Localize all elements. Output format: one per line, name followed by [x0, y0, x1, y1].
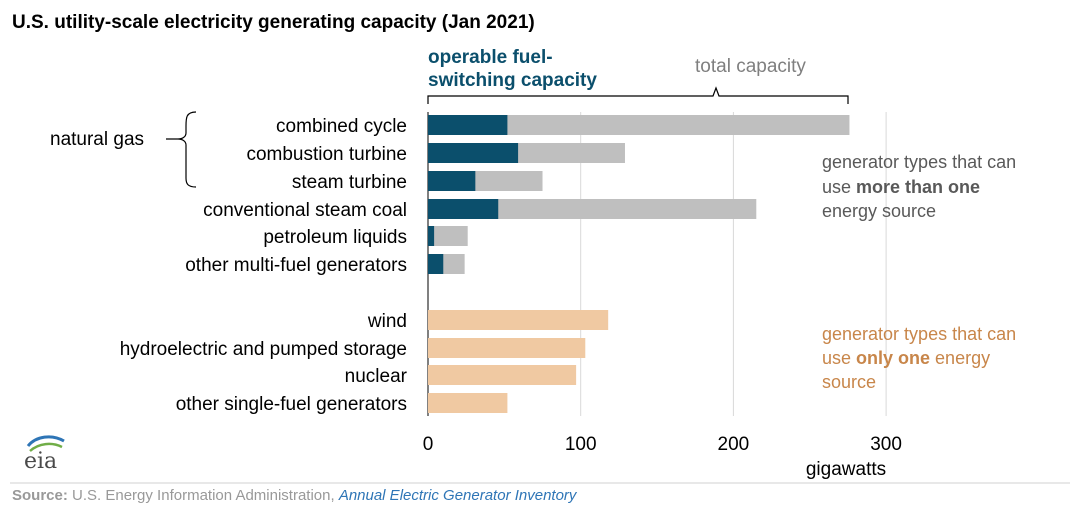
bar-single-fuel-0: [428, 310, 609, 330]
bar-total-4: [428, 226, 468, 246]
annotation-multi-use: use: [822, 177, 856, 197]
category-label-single-2: nuclear: [345, 366, 408, 387]
category-label-single-3: other single-fuel generators: [176, 394, 407, 415]
bar-total-3: [428, 199, 757, 219]
bar-fuel-switching-1: [428, 143, 519, 163]
category-label-0: combined cycle: [276, 116, 407, 137]
bar-total-0: [428, 115, 850, 135]
bar-fuel-switching-0: [428, 115, 508, 135]
annotation-multi-line2: use more than one: [822, 177, 980, 197]
source-label: Source:: [12, 487, 68, 504]
source-text: U.S. Energy Information Administration,: [68, 487, 339, 504]
category-label-3: conventional steam coal: [203, 200, 407, 221]
annotation-multi-emphasis: more than one: [856, 177, 980, 197]
legend-total-capacity: total capacity: [695, 56, 806, 77]
x-tick-label-3: 300: [870, 434, 902, 455]
annotation-single-line1: generator types that can: [822, 324, 1016, 344]
annotation-single-line2: use only one energy: [822, 348, 990, 368]
annotation-single-emphasis: only one: [856, 348, 930, 368]
category-labels: combined cycle combustion turbine steam tu…: [120, 116, 408, 415]
category-label-1: combustion turbine: [246, 144, 407, 165]
category-label-single-1: hydroelectric and pumped storage: [120, 339, 407, 360]
x-tick-label-1: 100: [565, 434, 597, 455]
natural-gas-bracket: [166, 111, 197, 188]
bar-single-fuel-2: [428, 365, 577, 385]
annotation-multi-line3: energy source: [822, 201, 936, 221]
annotation-single-use: use: [822, 348, 856, 368]
chart-title: U.S. utility-scale electricity generatin…: [12, 12, 535, 33]
annotation-single-line3: source: [822, 372, 876, 392]
legend-bracket: [427, 86, 849, 104]
x-axis-label: gigawatts: [806, 459, 886, 480]
eia-logo: eia: [24, 435, 65, 474]
category-label-2: steam turbine: [292, 172, 407, 193]
category-label-5: other multi-fuel generators: [185, 255, 407, 276]
bar-fuel-switching-2: [428, 171, 476, 191]
bar-fuel-switching-3: [428, 199, 499, 219]
source-link[interactable]: Annual Electric Generator Inventory: [338, 487, 578, 504]
x-axis-ticks: 0 100 200 300: [423, 434, 902, 455]
bar-fuel-switching-5: [428, 254, 444, 274]
eia-logo-text: eia: [24, 449, 57, 474]
bars-layer: [428, 115, 850, 413]
x-tick-label-2: 200: [718, 434, 750, 455]
legend-fuel-switching-line2: switching capacity: [428, 70, 597, 91]
natural-gas-label: natural gas: [50, 129, 144, 150]
annotation-multi-fuel: generator types that can use more than o…: [822, 152, 1016, 221]
bar-single-fuel-1: [428, 338, 586, 358]
annotation-multi-line1: generator types that can: [822, 152, 1016, 172]
category-label-4: petroleum liquids: [263, 227, 407, 248]
annotation-single-energy: energy: [930, 348, 990, 368]
legend-fuel-switching-line1: operable fuel-: [428, 47, 553, 68]
annotation-single-fuel: generator types that can use only one en…: [822, 324, 1016, 392]
bar-fuel-switching-4: [428, 226, 435, 246]
category-label-single-0: wind: [367, 311, 407, 332]
bar-single-fuel-3: [428, 393, 508, 413]
eia-logo-swoosh-blue: [26, 435, 65, 448]
x-tick-label-0: 0: [423, 434, 434, 455]
source-line: Source: U.S. Energy Information Administ…: [12, 487, 578, 504]
eia-logo-swoosh-green: [29, 442, 63, 452]
